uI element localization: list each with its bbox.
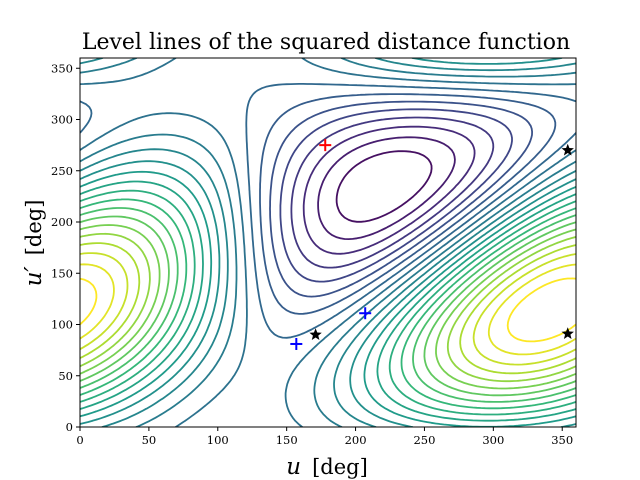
contour-level [80, 207, 576, 403]
contour-lines [80, 58, 576, 427]
x-tick-label: 350 [551, 433, 573, 447]
x-tick-label: 100 [207, 433, 229, 447]
x-axis-label: u [deg] [286, 454, 368, 480]
plot-frame [79, 57, 577, 428]
x-axis-unit: [deg] [312, 455, 368, 479]
contour-level [80, 58, 576, 427]
y-axis-label: u′ [deg] [21, 200, 47, 287]
y-tick-label: 200 [51, 215, 73, 229]
y-tick-label: 300 [51, 113, 73, 127]
contour-level [80, 224, 576, 390]
plus-marker [359, 307, 372, 320]
contour-level [80, 277, 576, 343]
y-tick-label: 250 [51, 164, 73, 178]
star-marker [309, 328, 322, 341]
contour-level [80, 263, 576, 356]
x-tick-label: 200 [345, 433, 367, 447]
contour-level [80, 58, 576, 427]
y-axis-ticks: 0 50 100 150 200 250 300 350 [51, 61, 80, 434]
marker-layer [290, 139, 574, 350]
contour-level [317, 136, 456, 240]
x-tick-label: 150 [276, 433, 298, 447]
y-tick-label: 0 [66, 420, 73, 434]
contour-level [80, 252, 576, 366]
contour-level [80, 189, 576, 416]
plus-marker [290, 337, 303, 350]
x-tick-label: 50 [142, 433, 157, 447]
contour-level [80, 58, 576, 427]
y-axis-variable: u′ [21, 266, 47, 287]
plus-marker [319, 139, 332, 152]
x-axis-variable: u [286, 454, 301, 480]
x-axis-ticks: 0 50 100 150 200 250 300 350 [76, 427, 573, 447]
contour-level [80, 83, 576, 339]
contour-level [335, 150, 433, 223]
contour-level [302, 125, 476, 255]
contour-level [259, 93, 557, 315]
star-marker [561, 327, 574, 339]
x-tick-label: 0 [76, 433, 83, 447]
contour-level [269, 100, 533, 298]
contour-level [80, 170, 576, 427]
y-tick-label: 100 [51, 318, 73, 332]
y-axis-unit: [deg] [22, 200, 46, 256]
contour-level [80, 198, 576, 410]
chart-title: Level lines of the squared distance func… [82, 30, 570, 55]
x-tick-label: 300 [482, 433, 504, 447]
contour-level [279, 108, 513, 283]
y-tick-label: 150 [51, 266, 73, 280]
y-tick-label: 50 [58, 369, 73, 383]
star-marker [561, 143, 574, 156]
contour-level [80, 58, 576, 427]
contour-level [80, 242, 576, 375]
x-tick-label: 250 [413, 433, 435, 447]
contour-level [290, 116, 495, 269]
contour-level [80, 215, 576, 397]
contour-level [80, 232, 576, 383]
contour-level [80, 180, 576, 422]
y-tick-label: 350 [51, 61, 73, 75]
